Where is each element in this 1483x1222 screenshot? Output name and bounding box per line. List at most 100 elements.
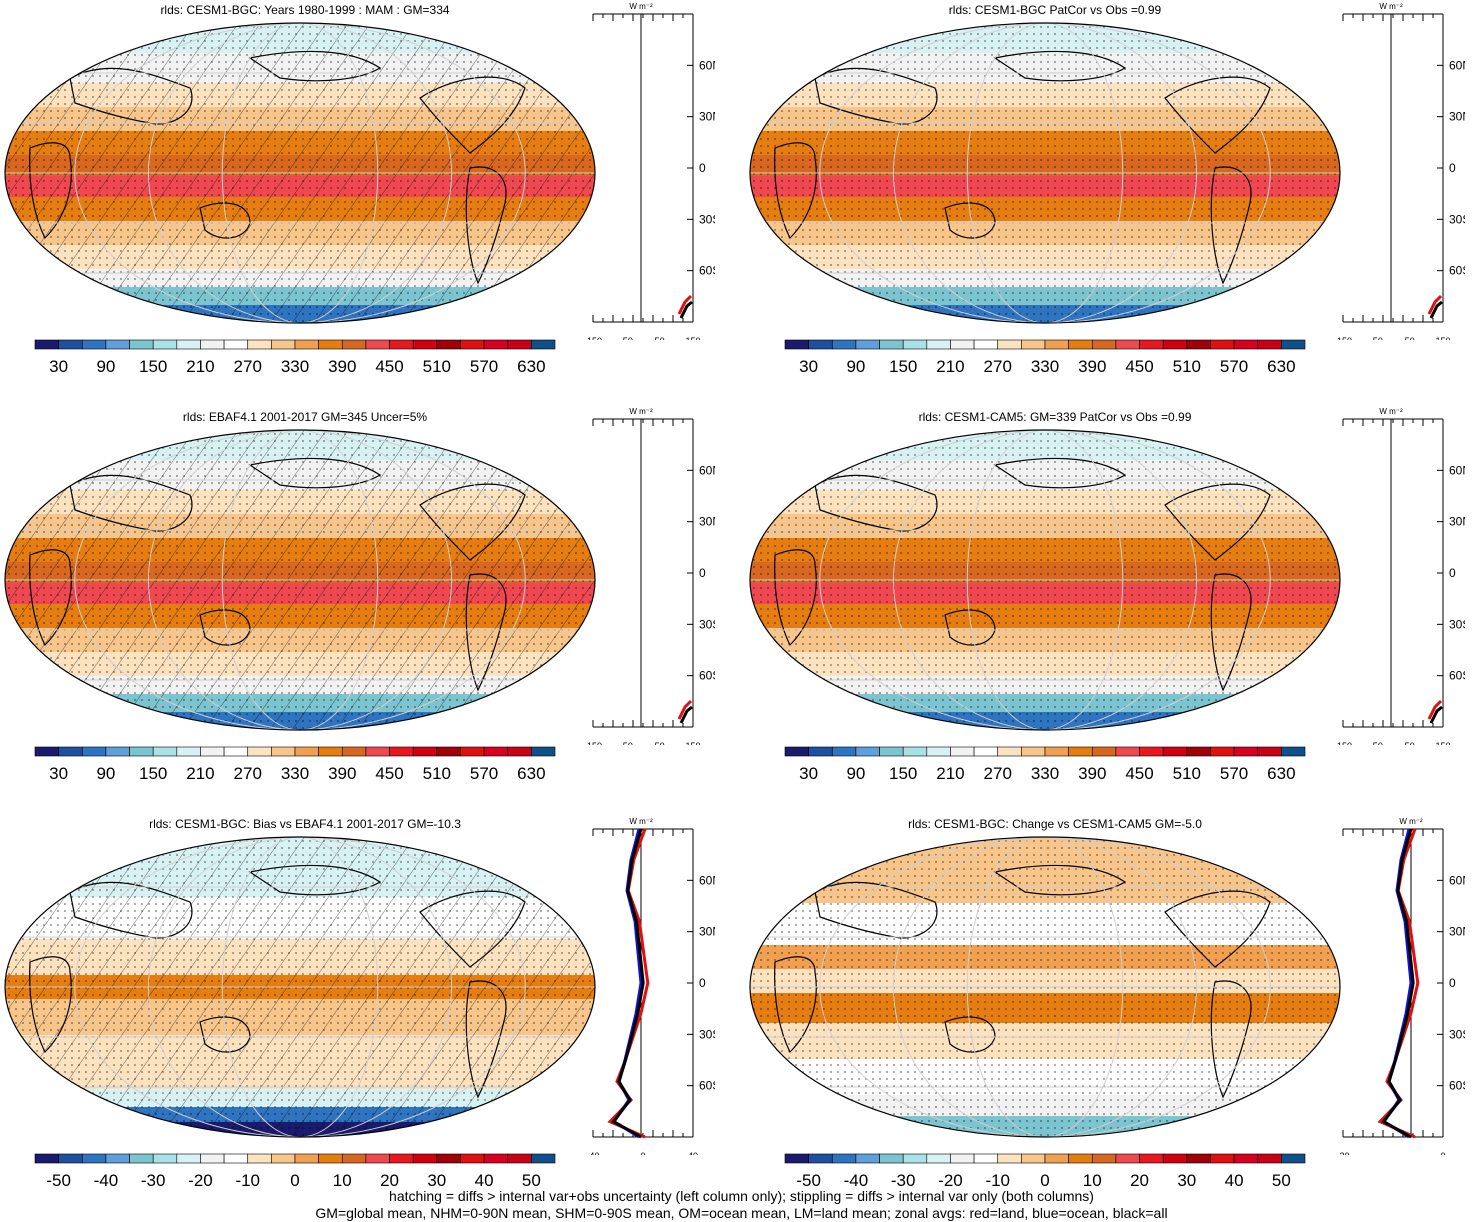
zonal-x-tick-label: 150 [1435,336,1450,340]
zonal-lat-label: 60S [699,669,715,683]
zonal-lat-label: 0 [1449,976,1456,990]
colorbar-label: 270 [984,357,1012,376]
zonal-curve-all [1429,705,1443,724]
colorbar-label: 510 [1173,357,1201,376]
map-border [4,22,596,324]
zonal-x-tick-label: -150 [1334,741,1352,745]
colorbar-swatch [365,339,390,350]
map-panel-6 [749,836,1341,1138]
colorbar-swatch [1115,1153,1140,1164]
colorbar-swatch [34,339,59,350]
colorbar-label: 30 [49,764,68,783]
zonal-lat-label: 30N [699,925,715,939]
colorbar-swatch [460,339,485,350]
map-panel-1 [4,22,596,324]
colorbar-2: 30 90 150 210 270 330 390 450 510 570 630 [784,339,1306,376]
colorbar-swatch [507,746,532,757]
colorbar-swatch [81,339,107,350]
colorbar-swatch [34,1153,59,1164]
colorbar-label: 20 [380,1171,399,1190]
zonal-curve-all [611,828,645,1139]
zonal-lat-label: 60S [699,264,715,278]
zonal-x-tick-label: 50 [1405,336,1415,340]
colorbar-swatch [1257,746,1282,757]
colorbar-swatch [1139,1153,1164,1164]
colorbar-label: -40 [844,1171,869,1190]
colorbar-swatch [58,1153,83,1164]
colorbar-swatch [247,339,272,350]
zonal-lat-label: 30S [699,617,715,631]
zonal-lat-label: 0 [1449,161,1456,175]
colorbar-swatch [412,339,438,350]
colorbar-1: 30 90 150 210 270 330 390 450 510 570 630 [34,339,556,376]
colorbar-swatch [223,746,249,757]
zonal-lat-label: 60S [1449,669,1465,683]
zonal-x-tick-label: -40 [586,1151,599,1155]
colorbar-swatch [483,746,509,757]
graticule-lon [819,23,1271,323]
zonal-x-tick-label: 0 [640,1151,645,1155]
colorbar-swatch [507,339,532,350]
zonal-lat-label: 0 [699,976,706,990]
graticule-lon [74,837,526,1137]
zonal-plot-6: W m⁻² 60N 30N 0 30S 60S -20 0 [1336,817,1465,1155]
colorbar-swatch [460,1153,485,1164]
zonal-x-tick-label: -150 [1334,336,1352,340]
colorbar-label: -10 [985,1171,1010,1190]
colorbar-swatch [81,746,107,757]
zonal-x-tick-label: 50 [655,336,665,340]
map-panel-5 [4,836,596,1138]
colorbar-label: 510 [423,764,451,783]
colorbar-swatch [808,339,833,350]
colorbar-swatch [318,339,343,350]
colorbar-swatch [318,746,343,757]
zonal-curve-all [679,300,693,319]
zonal-x-tick-label: 40 [688,1151,698,1155]
zonal-x-tick-label: 150 [1435,741,1450,745]
colorbar-swatch [341,746,367,757]
colorbar-label: 390 [328,764,356,783]
map-panel-3 [4,429,596,731]
zonal-lat-label: 60S [1449,1079,1465,1093]
colorbar-label: 570 [470,357,498,376]
zonal-x-tick-label: 150 [685,741,700,745]
graticule-lon [966,23,1124,323]
colorbar-swatch [531,339,556,350]
colorbar-swatch [105,339,130,350]
colorbar-label: 90 [846,764,865,783]
zonal-lat-label: 0 [699,161,706,175]
colorbar-swatch [902,746,928,757]
colorbar-swatch [926,1153,951,1164]
colorbar-swatch [831,746,857,757]
colorbar-swatch [294,339,319,350]
graticule-lon [148,23,452,323]
colorbar-swatch [1044,339,1069,350]
graticule-lon [819,430,1271,730]
zonal-plot-4: W m⁻² 60N 30N 0 30S 60S -150 -50 50 150 [1334,407,1465,745]
graticule-lon [74,430,526,730]
colorbar-swatch [34,746,59,757]
colorbar-swatch [1162,339,1188,350]
zonal-curve-ocean [611,828,643,1139]
graticule-lon [966,837,1124,1137]
colorbar-swatch [973,339,999,350]
colorbar-swatch [1139,339,1164,350]
colorbar-label: 210 [936,357,964,376]
colorbar-swatch [1091,1153,1117,1164]
panel-title-6: rlds: CESM1-BGC: Change vs CESM1-CAM5 GM… [908,817,1202,831]
colorbar-label: 570 [470,764,498,783]
panel-title-3: rlds: EBAF4.1 2001-2017 GM=345 Uncer=5% [182,410,428,424]
colorbar-label: 330 [1031,357,1059,376]
colorbar-label: 450 [1125,357,1153,376]
graticule-lon [819,837,1271,1137]
colorbar-label: 450 [375,764,403,783]
colorbar-swatch [436,339,461,350]
zonal-lat-label: 30N [1449,925,1465,939]
colorbar-label: 0 [290,1171,299,1190]
zonal-plot-1: W m⁻² 60N 30N 0 30S 60S -150 -50 50 150 [584,2,715,340]
colorbar-label: 510 [1173,764,1201,783]
colorbar-swatch [1186,339,1211,350]
colorbar-swatch [436,1153,461,1164]
graticule-lon [74,23,526,323]
colorbar-label: 0 [1040,1171,1049,1190]
